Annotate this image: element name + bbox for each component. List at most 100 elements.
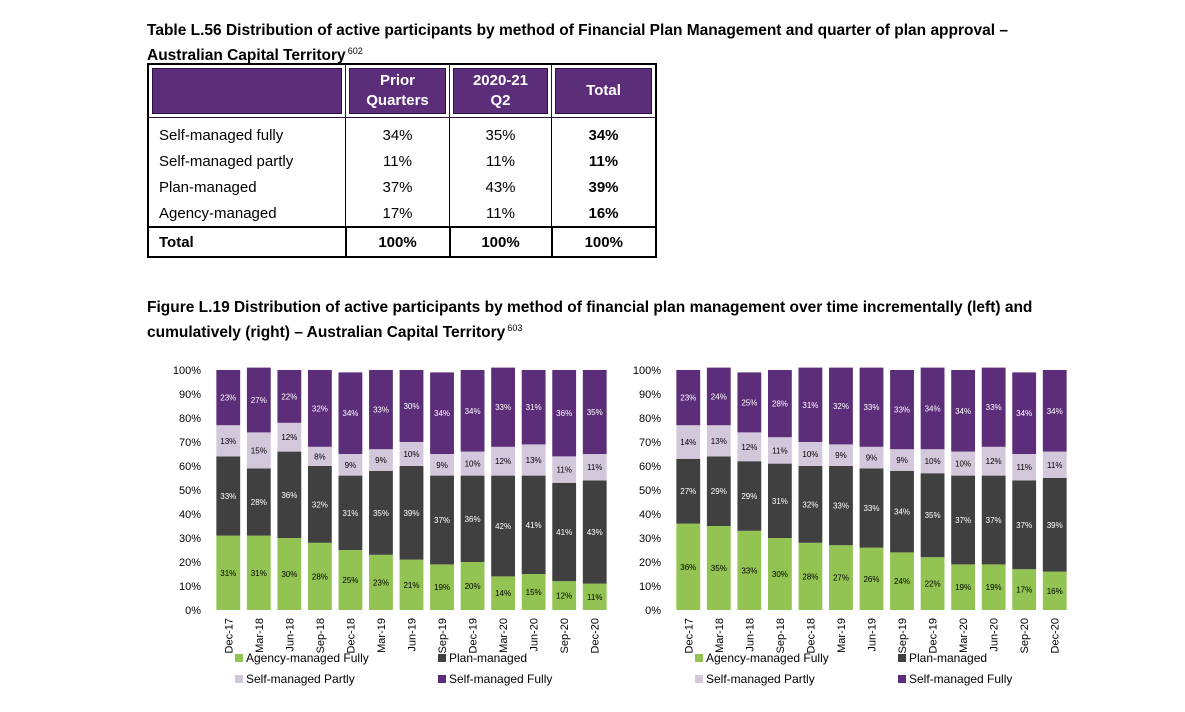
cell-total: 34%: [551, 117, 657, 148]
bar-segment: [338, 475, 363, 550]
bar-segment: [491, 475, 516, 577]
data-label: 34%: [342, 409, 358, 418]
data-label: 12%: [495, 457, 511, 466]
bar-segment: [706, 367, 731, 426]
bar-segment: [216, 425, 241, 457]
bar-segment: [246, 535, 271, 610]
data-label: 14%: [680, 438, 696, 447]
legend-label: Self-managed Partly: [706, 672, 815, 686]
cell-total: 39%: [551, 174, 657, 200]
bar-segment: [1012, 454, 1037, 481]
data-label: 33%: [833, 502, 849, 511]
legend-label: Self-managed Partly: [246, 672, 355, 686]
data-label: 17%: [1016, 586, 1032, 595]
data-label: 37%: [1016, 521, 1032, 530]
x-tick-label: Jun-18: [744, 618, 756, 652]
data-label: 34%: [1047, 407, 1063, 416]
legend-swatch: [898, 654, 906, 662]
header-cell-prior-quarters: Prior Quarters: [345, 63, 450, 118]
bar-segment: [951, 370, 976, 452]
cell-value: 100%: [344, 226, 451, 258]
bar-segment: [491, 576, 516, 610]
legend-swatch: [438, 654, 446, 662]
bar-segment: [767, 463, 792, 538]
data-label: 23%: [680, 394, 696, 403]
data-label: 35%: [587, 408, 603, 417]
data-label: 36%: [556, 409, 572, 418]
bar-segment: [246, 432, 271, 469]
data-label: 19%: [986, 583, 1002, 592]
data-label: 41%: [556, 528, 572, 537]
bar-segment: [307, 542, 332, 610]
bar-segment: [676, 523, 701, 610]
data-label: 11%: [556, 466, 571, 475]
figure-title: Figure L.19 Distribution of active parti…: [147, 298, 1087, 343]
bar-segment: [338, 372, 363, 454]
y-tick-label: 20%: [639, 557, 661, 569]
bar-segment: [829, 466, 853, 546]
cell-value: 17%: [345, 200, 450, 227]
bar-segment: [767, 538, 792, 610]
data-label: 28%: [312, 572, 328, 581]
bar-segment: [859, 468, 884, 548]
bar-segment: [277, 422, 302, 452]
data-label: 12%: [986, 457, 1002, 466]
bar-segment: [399, 559, 424, 610]
data-label: 27%: [833, 574, 849, 583]
data-label: 33%: [863, 504, 879, 513]
x-tick-label: Dec-18: [805, 618, 817, 653]
legend-swatch: [695, 654, 703, 662]
bar-segment: [676, 425, 701, 459]
data-label: 23%: [220, 394, 236, 403]
data-label: 10%: [925, 457, 941, 466]
bar-segment: [246, 367, 271, 433]
legend-label: Self-managed Fully: [449, 672, 552, 686]
y-tick-label: 90%: [179, 389, 201, 401]
x-tick-label: Jun-18: [284, 618, 296, 652]
x-tick-label: Jun-20: [529, 618, 541, 652]
table-row: Self-managed fully 34% 35% 34%: [147, 117, 657, 148]
bar-segment: [676, 370, 701, 426]
data-label: 9%: [866, 454, 878, 463]
data-label: 34%: [955, 407, 971, 416]
bar-segment: [798, 466, 823, 543]
y-tick-label: 30%: [639, 533, 661, 545]
data-label: 10%: [403, 450, 419, 459]
bar-segment: [859, 367, 884, 447]
x-tick-label: Mar-18: [254, 618, 266, 653]
bar-segment: [829, 545, 853, 610]
cell-value: 11%: [449, 148, 552, 174]
x-tick-label: Dec-18: [345, 618, 357, 653]
bar-segment: [338, 550, 363, 610]
data-label: 34%: [894, 508, 910, 517]
figure-title-text: Figure L.19 Distribution of active parti…: [147, 299, 1033, 341]
data-label: 9%: [835, 451, 847, 460]
bar-segment: [399, 466, 424, 560]
bar-segment: [920, 557, 945, 610]
data-label: 29%: [711, 487, 727, 496]
data-label: 11%: [587, 463, 602, 472]
x-tick-label: Mar-19: [376, 618, 388, 653]
bar-segment: [706, 456, 731, 526]
bar-segment: [552, 370, 577, 457]
data-label: 28%: [772, 400, 788, 409]
bar-segment: [552, 482, 577, 582]
x-tick-label: Dec-19: [468, 618, 480, 653]
y-tick-label: 50%: [179, 485, 201, 497]
x-tick-label: Sep-20: [1019, 618, 1031, 653]
bar-segment: [981, 367, 1006, 447]
y-tick-label: 90%: [639, 389, 661, 401]
x-tick-label: Jun-19: [867, 618, 879, 652]
data-label: 37%: [986, 516, 1002, 525]
data-label: 21%: [403, 581, 419, 590]
data-label: 33%: [986, 403, 1002, 412]
y-tick-label: 100%: [633, 365, 661, 377]
table-row: Agency-managed 17% 11% 16%: [147, 200, 657, 227]
bar-segment: [798, 367, 823, 442]
data-label: 34%: [465, 407, 481, 416]
y-tick-label: 100%: [173, 365, 201, 377]
bar-segment: [460, 562, 485, 610]
cell-value: 35%: [449, 117, 552, 148]
data-label: 10%: [955, 460, 971, 469]
legend-label: Plan-managed: [449, 651, 527, 665]
